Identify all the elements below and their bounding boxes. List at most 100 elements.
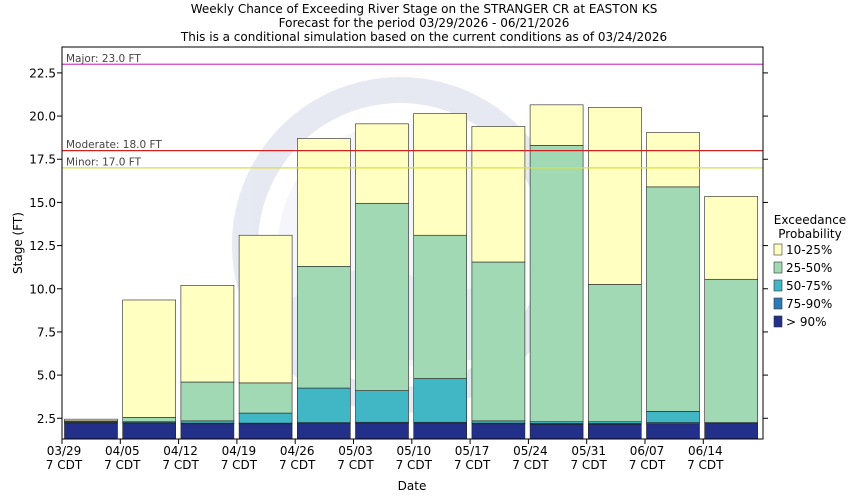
plot-border xyxy=(61,46,764,440)
legend-title-1: Exceedance xyxy=(774,213,846,227)
x-tick-label-time: 7 CDT xyxy=(687,458,724,472)
bar-segment-90 xyxy=(355,422,409,440)
title-line-1: Weekly Chance of Exceeding River Stage o… xyxy=(191,2,658,16)
bar-segment-10-25 xyxy=(587,107,642,285)
x-tick-label-time: 7 CDT xyxy=(46,458,83,472)
title-line-2: Forecast for the period 03/29/2026 - 06/… xyxy=(279,16,570,30)
bar-segment-25-50 xyxy=(646,186,700,412)
bar-segment-25-50 xyxy=(355,202,409,391)
legend-swatch xyxy=(773,279,783,292)
y-tick-label: 22.5 xyxy=(29,66,56,80)
bar-segment-10-25 xyxy=(471,126,526,263)
week-bar xyxy=(355,123,409,440)
x-tick-label-time: 7 CDT xyxy=(454,458,491,472)
bar-segment-10-25 xyxy=(122,299,176,418)
bar-segment-25-50 xyxy=(180,381,235,422)
plot-frame xyxy=(62,47,763,439)
threshold-label: Minor: 17.0 FT xyxy=(66,156,142,168)
bars-layer xyxy=(64,104,759,440)
x-tick-label-date: 04/05 xyxy=(105,444,140,458)
x-tick-label-date: 06/14 xyxy=(688,444,723,458)
legend-label: 50-75% xyxy=(786,279,832,293)
legend-title-2: Probability xyxy=(778,227,841,241)
title-line-3: This is a conditional simulation based o… xyxy=(180,30,667,44)
bar-segment-25-50 xyxy=(296,266,351,389)
bar-segment-10-25 xyxy=(704,196,759,280)
week-bar xyxy=(646,132,700,440)
bar-segment-50-75 xyxy=(238,412,293,424)
x-tick-label-date: 06/07 xyxy=(630,444,665,458)
y-tick-label: 10.0 xyxy=(29,282,56,296)
bar-segment-90 xyxy=(64,422,118,440)
x-tick-label-date: 05/17 xyxy=(455,444,490,458)
y-tick-label: 5.0 xyxy=(37,369,56,383)
legend-label: 25-50% xyxy=(786,261,832,275)
bar-segment-50-75 xyxy=(180,420,235,424)
y-axis: 2.5 5.0 7.5 10.0 12.5 15.0 17.5 20.0 22.5 xyxy=(29,66,768,426)
bar-segment-10-25 xyxy=(413,113,468,236)
week-bar xyxy=(64,418,118,440)
bar-segment-25-50 xyxy=(587,284,642,423)
legend-swatch xyxy=(773,297,783,310)
x-tick-label-time: 7 CDT xyxy=(279,458,316,472)
bar-segment-10-25 xyxy=(64,418,118,422)
bar-segment-10-25 xyxy=(296,138,351,267)
bar-segment-25-50 xyxy=(122,417,176,423)
week-bar xyxy=(471,126,526,440)
y-tick-label: 15.0 xyxy=(29,196,56,210)
y-tick-label: 2.5 xyxy=(37,412,56,426)
threshold-label: Major: 23.0 FT xyxy=(66,53,141,65)
bar-segment-25-50 xyxy=(529,145,584,423)
bar-segment-90 xyxy=(471,423,526,440)
bar-segment-10-25 xyxy=(238,234,293,384)
bar-segment-10-25 xyxy=(646,132,700,188)
threshold-lines: Major: 23.0 FT Moderate: 18.0 FT Minor: 17… xyxy=(62,53,763,169)
bar-segment-25-50 xyxy=(238,382,293,414)
x-tick-label-time: 7 CDT xyxy=(512,458,549,472)
legend: Exceedance Probability 10-25% 25-50% 50-75… xyxy=(773,213,846,329)
bar-segment-90 xyxy=(646,423,700,440)
bar-segment-10-25 xyxy=(529,104,584,146)
x-tick-label-date: 04/19 xyxy=(222,444,257,458)
bar-segment-50-75 xyxy=(413,378,468,423)
x-tick-label-time: 7 CDT xyxy=(162,458,199,472)
bar-segment-50-75 xyxy=(646,411,700,423)
bar-segment-50-75 xyxy=(471,420,526,424)
bar-segment-90 xyxy=(413,422,468,440)
y-tick-label: 20.0 xyxy=(29,110,56,124)
legend-swatch xyxy=(773,315,783,328)
x-tick-label-time: 7 CDT xyxy=(629,458,666,472)
week-bar xyxy=(238,234,293,440)
week-bar xyxy=(587,107,642,440)
x-tick-label-date: 04/12 xyxy=(163,444,198,458)
chart-title: Weekly Chance of Exceeding River Stage o… xyxy=(180,2,667,44)
bar-segment-10-25 xyxy=(355,123,409,204)
x-tick-label-time: 7 CDT xyxy=(337,458,374,472)
week-bar xyxy=(180,285,235,440)
bar-segment-90 xyxy=(529,424,584,440)
y-tick-label: 7.5 xyxy=(37,325,56,339)
bar-segment-90 xyxy=(238,423,293,440)
legend-label: 75-90% xyxy=(786,297,832,311)
x-tick-label-date: 05/24 xyxy=(513,444,548,458)
bar-segment-90 xyxy=(704,423,759,440)
legend-label: > 90% xyxy=(786,315,827,329)
y-tick-label: 17.5 xyxy=(29,153,56,167)
bar-segment-90 xyxy=(296,423,351,440)
threshold-label: Moderate: 18.0 FT xyxy=(66,139,162,151)
week-bar xyxy=(122,299,176,440)
x-tick-label-date: 03/29 xyxy=(47,444,82,458)
x-tick-label-time: 7 CDT xyxy=(570,458,607,472)
bar-segment-25-50 xyxy=(704,278,759,423)
bar-segment-50-75 xyxy=(296,387,351,423)
legend-swatch xyxy=(773,243,783,256)
bar-segment-10-25 xyxy=(180,285,235,383)
bar-segment-25-50 xyxy=(413,234,468,379)
week-bar xyxy=(529,104,584,440)
bar-segment-50-75 xyxy=(355,390,409,423)
x-tick-label-time: 7 CDT xyxy=(396,458,433,472)
x-tick-label-date: 04/26 xyxy=(280,444,315,458)
x-tick-label-date: 05/31 xyxy=(571,444,606,458)
